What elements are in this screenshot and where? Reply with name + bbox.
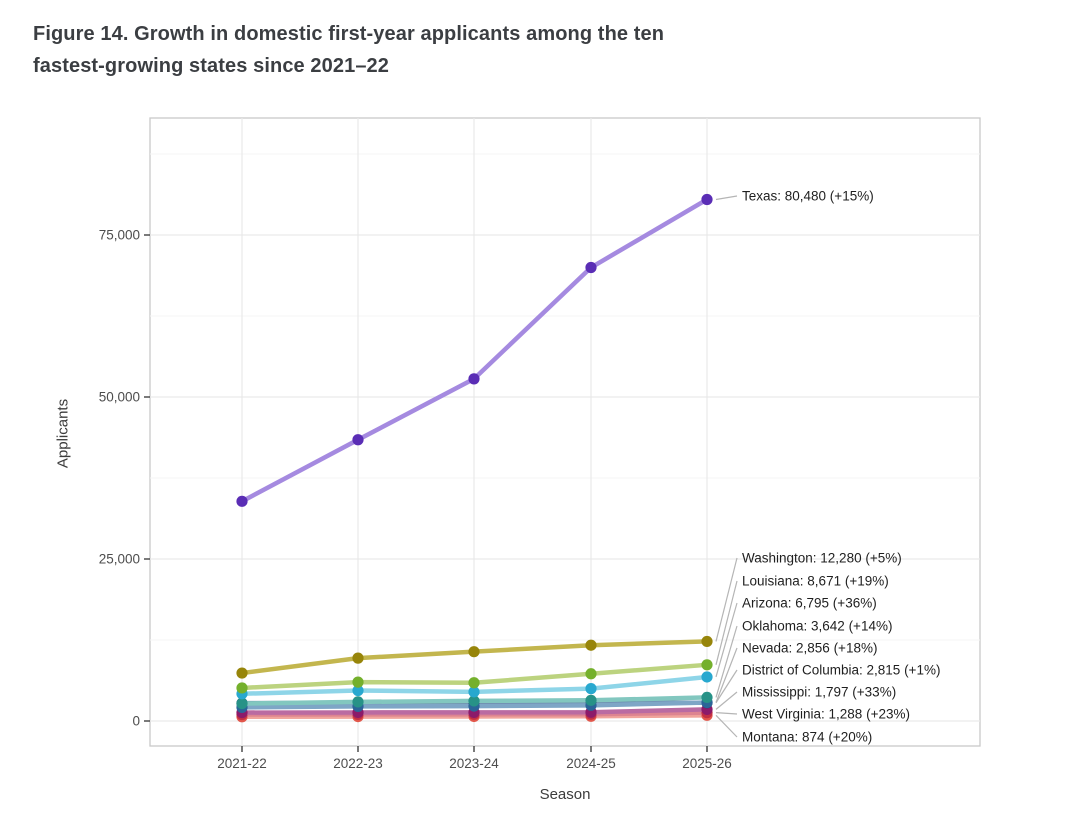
data-point-louisiana <box>701 659 713 671</box>
data-point-texas <box>352 434 364 446</box>
series-label: Oklahoma: 3,642 (+14%) <box>742 619 892 634</box>
data-point-oklahoma <box>236 697 248 710</box>
data-point-louisiana <box>236 682 248 694</box>
data-point-arizona <box>352 684 364 697</box>
series-label: West Virginia: 1,288 (+23%) <box>742 707 910 722</box>
leader-line <box>715 602 738 678</box>
series-label: Washington: 12,280 (+5%) <box>742 551 902 566</box>
leader-line <box>715 647 738 703</box>
figure-title-line-1: Figure 14. Growth in domestic first-year… <box>33 23 665 45</box>
data-point-texas <box>701 193 713 206</box>
x-axis-title: Season <box>539 786 591 803</box>
x-tick-label: 2021-22 <box>217 756 267 771</box>
figure-title-line-2: fastest-growing states since 2021–22 <box>33 55 389 77</box>
data-point-washington <box>236 667 248 679</box>
x-tick-label: 2024-25 <box>566 756 616 771</box>
plot-panel <box>149 117 981 747</box>
data-point-louisiana <box>585 668 597 680</box>
series-label: Texas: 80,480 (+15%) <box>742 189 874 204</box>
data-point-oklahoma <box>468 695 480 707</box>
data-point-arizona <box>701 671 713 683</box>
leader-line <box>715 580 738 665</box>
data-point-louisiana <box>352 676 364 688</box>
data-point-oklahoma <box>352 696 364 708</box>
leader-line <box>715 557 738 642</box>
data-point-washington <box>701 635 713 648</box>
data-point-texas <box>468 373 480 385</box>
leader-line <box>715 625 738 698</box>
data-point-washington <box>352 652 364 664</box>
series-label: Nevada: 2,856 (+18%) <box>742 641 877 656</box>
data-point-texas <box>585 261 597 274</box>
x-tick-label: 2023-24 <box>449 756 499 771</box>
x-tick-label: 2022-23 <box>333 756 383 771</box>
data-point-louisiana <box>468 677 480 689</box>
series-label: Montana: 874 (+20%) <box>742 730 872 745</box>
leader-line <box>715 712 738 715</box>
data-point-arizona <box>585 683 597 695</box>
series-label: Louisiana: 8,671 (+19%) <box>742 574 889 589</box>
data-point-washington <box>468 646 480 658</box>
y-tick-label: 0 <box>132 714 140 729</box>
y-axis-title: Applicants <box>54 398 72 469</box>
leader-line <box>715 714 738 738</box>
data-point-washington <box>585 639 597 651</box>
data-point-texas <box>236 495 248 507</box>
data-point-oklahoma <box>701 691 713 703</box>
y-tick-label: 25,000 <box>99 552 140 567</box>
series-label: District of Columbia: 2,815 (+1%) <box>742 663 940 678</box>
leader-line <box>715 195 738 201</box>
series-label: Arizona: 6,795 (+36%) <box>742 596 877 611</box>
figure-title: Figure 14. Growth in domestic first-year… <box>33 18 664 82</box>
y-tick-label: 50,000 <box>99 390 140 405</box>
y-tick-label: 75,000 <box>99 228 140 243</box>
leader-line <box>715 669 738 704</box>
data-point-arizona <box>468 686 480 698</box>
leader-line <box>715 691 738 710</box>
x-tick-label: 2025-26 <box>682 756 732 771</box>
series-label: Mississippi: 1,797 (+33%) <box>742 685 896 700</box>
data-point-oklahoma <box>585 694 597 706</box>
